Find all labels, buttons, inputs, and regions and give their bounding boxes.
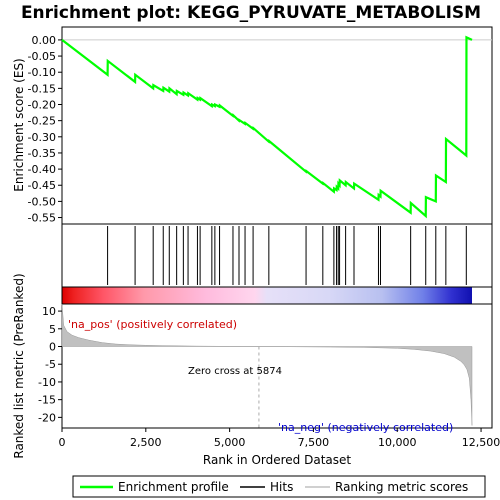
hits-panel	[62, 224, 492, 287]
es-y-axis: 0.00 -0.05 -0.10 -0.15 -0.20 -0.25 -0.30 -0.35 -…	[28, 34, 62, 225]
na-neg-label: 'na_neg' (negatively correlated)	[278, 421, 453, 434]
x-tick-label: 0	[59, 436, 66, 449]
es-panel-frame	[62, 27, 492, 224]
es-y-tick-label: 0.00	[32, 34, 57, 47]
legend-enrichment-label: Enrichment profile	[118, 480, 229, 494]
metric-y-tick-label: 5	[49, 323, 56, 336]
es-panel: 0.00 -0.05 -0.10 -0.15 -0.20 -0.25 -0.30 -0.35 -…	[12, 27, 492, 225]
es-y-tick-label: -0.25	[28, 115, 56, 128]
rank-gradient	[62, 287, 472, 304]
metric-y-tick-label: -20	[38, 411, 56, 424]
x-tick-label: 5,000	[214, 436, 246, 449]
metric-y-tick-label: 10	[42, 305, 56, 318]
x-tick-label: 7,500	[298, 436, 330, 449]
na-pos-label: 'na_pos' (positively correlated)	[68, 318, 237, 331]
x-tick-label: 2,500	[130, 436, 162, 449]
x-tick-label: 12,500	[462, 436, 500, 449]
metric-y-axis: 10 5 0 -5 -10 -15 -20	[38, 305, 62, 424]
hits-panel-frame	[62, 224, 492, 287]
es-y-tick-label: -0.45	[28, 179, 56, 192]
metric-y-axis-label: Ranked list metric (PreRanked)	[12, 273, 26, 458]
es-y-tick-label: -0.30	[28, 131, 56, 144]
es-y-tick-label: -0.20	[28, 99, 56, 112]
chart-title: Enrichment plot: KEGG_PYRUVATE_METABOLIS…	[21, 3, 481, 23]
es-y-axis-label: Enrichment score (ES)	[12, 58, 26, 191]
legend-metric-label: Ranking metric scores	[335, 480, 468, 494]
metric-y-tick-label: 0	[49, 341, 56, 354]
es-y-tick-label: -0.05	[28, 50, 56, 63]
zero-cross-label: Zero cross at 5874	[188, 366, 282, 377]
legend-hits-label: Hits	[270, 480, 293, 494]
es-y-tick-label: -0.35	[28, 147, 56, 160]
es-y-tick-label: -0.15	[28, 82, 56, 95]
x-axis-label: Rank in Ordered Dataset	[203, 453, 351, 467]
es-y-tick-label: -0.50	[28, 195, 56, 208]
es-y-tick-label: -0.40	[28, 163, 56, 176]
metric-y-tick-label: -10	[38, 376, 56, 389]
rank-color-bar	[62, 287, 492, 304]
metric-y-tick-label: -15	[38, 394, 56, 407]
es-y-tick-label: -0.10	[28, 66, 56, 79]
legend: Enrichment profile Hits Ranking metric s…	[73, 476, 485, 497]
metric-y-tick-label: -5	[45, 358, 56, 371]
es-y-tick-label: -0.55	[28, 212, 56, 225]
x-tick-label: 10,000	[378, 436, 417, 449]
